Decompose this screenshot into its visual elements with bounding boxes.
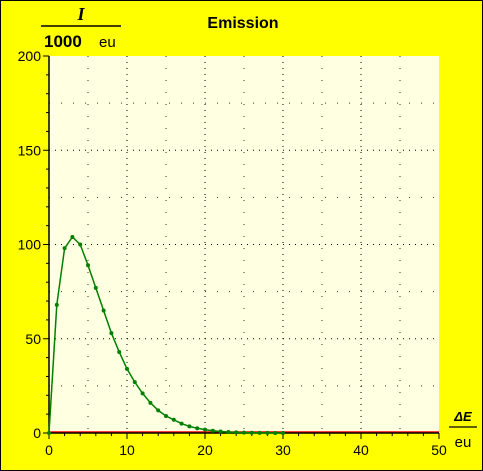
x-tick-label: 50 <box>431 442 447 458</box>
data-point <box>210 428 215 433</box>
tick-labels: 0 50 100 150 200 0 10 20 30 40 50 <box>18 48 447 458</box>
data-point <box>140 391 145 396</box>
grid <box>49 56 439 433</box>
data-point <box>93 285 98 290</box>
x-tick-label: 30 <box>275 442 291 458</box>
data-point <box>187 424 192 429</box>
series-emission <box>47 234 285 435</box>
x-tick-label: 20 <box>197 442 213 458</box>
y-axis-label-denominator-unit: eu <box>99 34 116 51</box>
data-point <box>148 400 153 405</box>
x-axis-label-denominator: eu <box>455 434 472 451</box>
data-point <box>195 426 200 431</box>
data-point <box>257 430 262 435</box>
data-point <box>203 427 207 432</box>
data-point <box>62 246 67 251</box>
y-axis-label-denominator-value: 1000 <box>44 32 82 51</box>
data-point <box>179 421 184 426</box>
data-point <box>70 234 75 239</box>
data-point <box>281 430 285 435</box>
plot-area <box>49 56 439 433</box>
data-point <box>273 430 278 435</box>
data-point <box>78 242 83 247</box>
y-axis-label-numerator: I <box>76 4 85 24</box>
data-point <box>171 417 176 422</box>
y-tick-label: 0 <box>33 425 41 441</box>
x-tick-label: 40 <box>353 442 369 458</box>
data-point <box>47 431 51 435</box>
y-tick-label: 200 <box>18 48 42 64</box>
data-point <box>125 366 129 371</box>
data-point <box>101 308 106 313</box>
x-tick-label: 10 <box>119 442 135 458</box>
data-point <box>218 429 223 434</box>
y-tick-label: 100 <box>18 237 42 253</box>
data-point <box>242 430 246 435</box>
chart-title: Emission <box>207 15 278 32</box>
data-point <box>234 430 239 435</box>
data-point <box>164 414 168 419</box>
x-tick-label: 0 <box>45 442 53 458</box>
y-tick-label: 50 <box>25 331 41 347</box>
data-point <box>156 408 161 413</box>
data-point <box>226 430 231 435</box>
x-axis-label-numerator: ΔE <box>453 409 472 424</box>
data-point <box>117 349 122 354</box>
data-point <box>86 263 90 268</box>
y-tick-label: 150 <box>18 142 42 158</box>
data-point <box>54 302 59 307</box>
data-point <box>132 380 137 385</box>
data-point <box>265 430 270 435</box>
data-point <box>249 430 254 435</box>
data-point <box>109 331 114 336</box>
